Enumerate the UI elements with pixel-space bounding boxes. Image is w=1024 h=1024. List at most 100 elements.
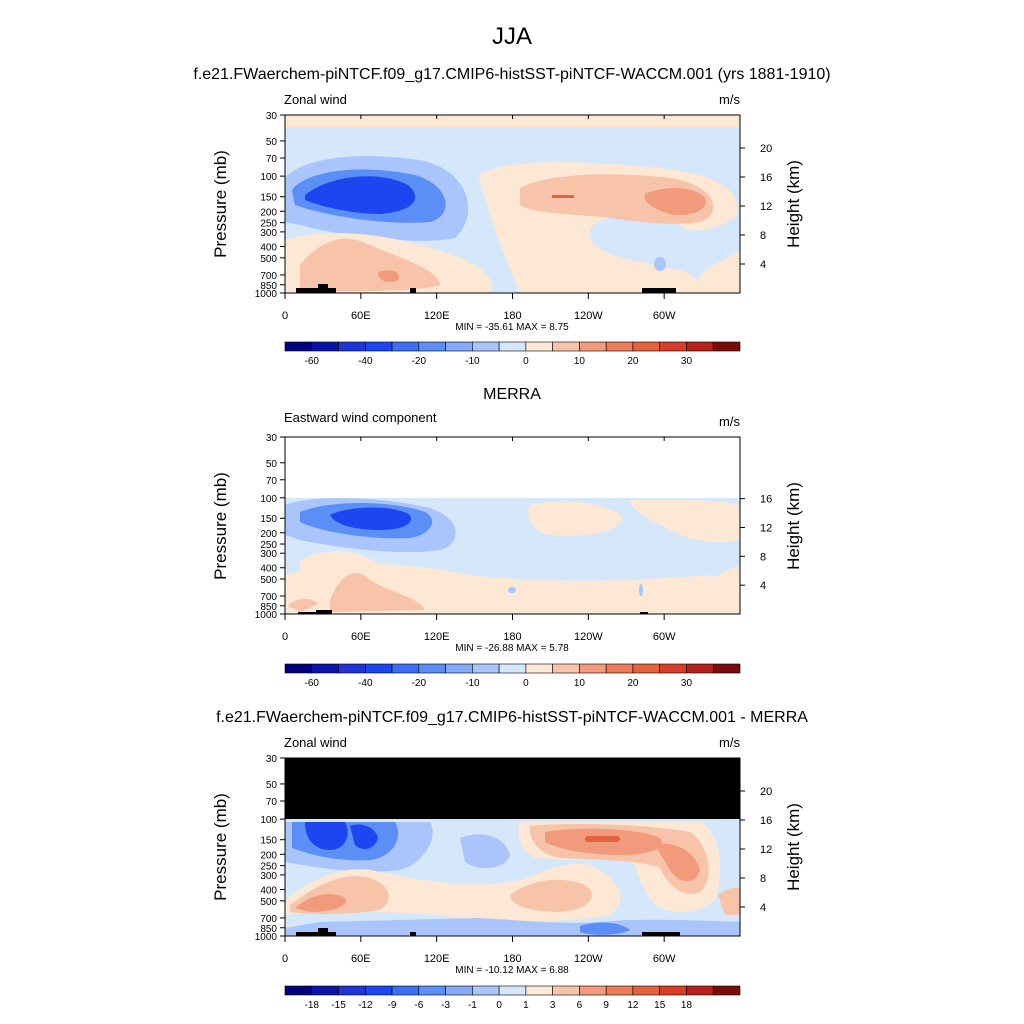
panel-2-right-label: m/s: [719, 414, 740, 429]
height-tick-label: 20: [760, 143, 772, 155]
colorbar-label: 20: [627, 678, 639, 689]
colorbar-box: [605, 985, 634, 996]
colorbar-box: [686, 985, 714, 996]
small-blue-cell-west: [508, 587, 516, 593]
pressure-tick-label: 1000: [255, 610, 278, 621]
pressure-tick-label: 700: [260, 271, 277, 282]
colorbar-box: [418, 663, 446, 674]
colorbar-box: [472, 985, 500, 996]
pressure-tick-label: 70: [266, 797, 278, 808]
colorbar-box: [391, 663, 420, 674]
negative-light-mid: [460, 834, 510, 869]
colorbar-label: -12: [358, 1000, 373, 1011]
colorbar-label: -60: [305, 678, 320, 689]
longitude-tick-label: 120E: [424, 310, 450, 322]
panel-1-right-label: m/s: [719, 92, 740, 107]
height-tick-label: 8: [760, 551, 766, 563]
longitude-tick-label: 180: [503, 631, 521, 643]
height-tick-label: 16: [760, 815, 772, 827]
panel-2: MERRA Eastward wind component m/s 30 50 70…: [211, 386, 803, 689]
mid-trop-pale: [300, 550, 380, 575]
positive-core: [585, 836, 620, 842]
panel-2-colorbar: -60 -40 -20 -10 0 10 20 30: [284, 663, 741, 689]
colorbar-label: -15: [331, 1000, 346, 1011]
colorbar-box: [686, 341, 714, 352]
height-tick-label: 12: [760, 201, 772, 213]
positive-light-east: [718, 887, 740, 915]
colorbar-box: [579, 663, 607, 674]
panel-3-field: [284, 757, 741, 937]
panel-3-stats: MIN = -10.12 MAX = 6.88: [455, 965, 569, 976]
colorbar-label: -3: [441, 1000, 450, 1011]
panel-1-left-label: Zonal wind: [284, 92, 347, 107]
westerly-pale: [528, 501, 622, 536]
longitude-tick-label: 60W: [653, 631, 676, 643]
pressure-tick-label: 400: [260, 242, 277, 253]
colorbar-label: 0: [523, 678, 529, 689]
pressure-tick-label: 300: [260, 549, 277, 560]
pressure-tick-label: 100: [260, 172, 277, 183]
longitude-tick-label: 0: [282, 310, 288, 322]
colorbar-label: 3: [550, 1000, 556, 1011]
positive-mid-pacific: [545, 828, 700, 882]
height-tick-label: 8: [760, 230, 766, 242]
panel-3-y2label: Height (km): [784, 803, 803, 891]
colorbar-box: [579, 341, 607, 352]
lower-westerly-mid: [378, 270, 399, 282]
height-tick-label: 16: [760, 494, 772, 506]
panel-1-y2label: Height (km): [784, 160, 803, 248]
negative-mid-lower: [580, 922, 630, 935]
pressure-tick-label: 150: [260, 836, 277, 847]
height-tick-label: 8: [760, 873, 766, 885]
colorbar-box: [659, 663, 687, 674]
colorbar-label: 15: [654, 1000, 666, 1011]
colorbar-box: [552, 985, 580, 996]
colorbar-box: [311, 663, 339, 674]
longitude-tick-label: 60W: [653, 310, 676, 322]
panel-2-heading: MERRA: [483, 386, 541, 403]
colorbar-label: -18: [305, 1000, 320, 1011]
colorbar-box: [284, 985, 313, 996]
pressure-tick-label: 150: [260, 193, 277, 204]
height-tick-label: 12: [760, 844, 772, 856]
pressure-tick-label: 700: [260, 592, 277, 603]
panel-3-right-label: m/s: [719, 735, 740, 750]
colorbar-box: [525, 663, 553, 674]
pressure-tick-label: 70: [266, 476, 278, 487]
pressure-tick-label: 850: [260, 602, 277, 613]
colorbar-box: [472, 663, 500, 674]
longitude-tick-label: 120E: [424, 631, 450, 643]
longitude-tick-label: 120E: [424, 953, 450, 965]
colorbar-box: [418, 341, 446, 352]
colorbar-label: -40: [358, 678, 373, 689]
colorbar-box: [712, 341, 741, 352]
colorbar-label: 0: [523, 356, 529, 367]
colorbar-box: [498, 341, 527, 352]
colorbar-box: [445, 985, 473, 996]
pressure-tick-label: 50: [266, 459, 278, 470]
longitude-tick-label: 60E: [351, 310, 371, 322]
longitude-tick-label: 120W: [574, 631, 603, 643]
figure-title: JJA: [492, 23, 532, 50]
pressure-tick-label: 30: [266, 754, 278, 765]
panel-2-ylabel: Pressure (mb): [211, 472, 230, 580]
panel-3-ylabel: Pressure (mb): [211, 793, 230, 901]
topography: [296, 928, 680, 936]
longitude-tick-label: 180: [503, 310, 521, 322]
colorbar-label: 12: [627, 1000, 639, 1011]
colorbar-label: 30: [681, 678, 693, 689]
colorbar-box: [445, 663, 473, 674]
pressure-tick-label: 850: [260, 924, 277, 935]
colorbar-label: 20: [627, 356, 639, 367]
pressure-tick-label: 250: [260, 540, 277, 551]
trop-east-pale: [700, 250, 740, 293]
colorbar-label: -6: [414, 1000, 423, 1011]
longitude-tick-label: 60E: [351, 953, 371, 965]
pressure-tick-label: 700: [260, 914, 277, 925]
colorbar-box: [605, 663, 634, 674]
small-blue-cell: [654, 257, 666, 271]
height-tick-label: 4: [760, 902, 766, 914]
negative-core-b: [350, 824, 378, 850]
colorbar-label: -20: [412, 356, 427, 367]
